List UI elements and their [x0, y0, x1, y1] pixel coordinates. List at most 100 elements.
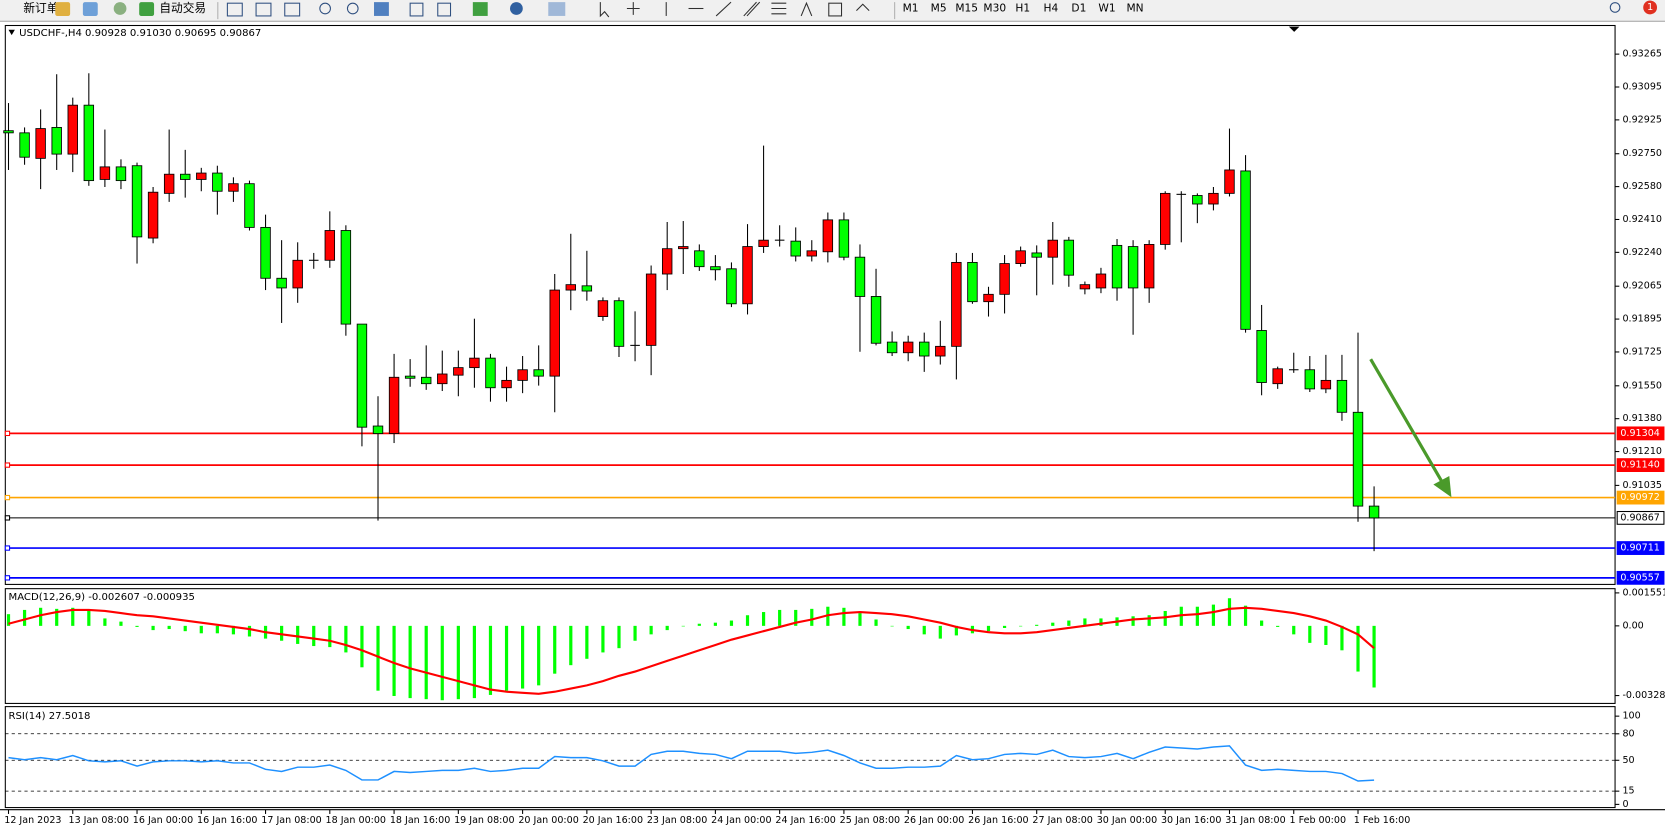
- icon-button[interactable]: [510, 2, 523, 15]
- new-order-button[interactable]: 新订单: [23, 1, 58, 15]
- icon-button[interactable]: [113, 2, 127, 15]
- x-tick-label: 18 Jan 00:00: [326, 815, 386, 826]
- zoom-in[interactable]: [319, 2, 331, 15]
- icon-button[interactable]: [55, 2, 71, 16]
- notification-badge[interactable]: [1643, 0, 1658, 15]
- macd-bar: [39, 607, 43, 626]
- macd-bar: [778, 609, 782, 626]
- candle-body: [1127, 246, 1139, 289]
- search-button[interactable]: [1609, 2, 1621, 13]
- x-tick-label: 19 Jan 08:00: [454, 815, 514, 826]
- level-handle: [4, 494, 11, 501]
- candle-body: [1063, 239, 1075, 276]
- label-tool[interactable]: [828, 2, 843, 17]
- candle-body: [581, 285, 593, 292]
- candle-body: [420, 376, 432, 385]
- candle-body: [83, 104, 95, 182]
- trendline-tool[interactable]: [715, 1, 732, 17]
- macd-bar: [649, 625, 653, 635]
- x-tick-label: 26 Jan 16:00: [968, 815, 1028, 826]
- macd-bar: [1035, 624, 1039, 626]
- icon-button[interactable]: [82, 2, 98, 16]
- candle-body: [1047, 239, 1058, 258]
- macd-bar: [408, 625, 412, 699]
- crosshair-tool[interactable]: [626, 2, 640, 15]
- macd-bar: [87, 609, 91, 626]
- timeframe-button[interactable]: M15: [955, 2, 978, 15]
- macd-bar: [151, 625, 155, 631]
- macd-frame: [4, 588, 1616, 704]
- macd-bar: [810, 608, 814, 626]
- timeframe-button[interactable]: H1: [1015, 2, 1030, 15]
- chart-ohlc: 0.90928 0.91030 0.90695 0.90867: [85, 28, 261, 39]
- macd-bar: [794, 609, 798, 626]
- y-tick-label: 80: [1622, 728, 1634, 739]
- icon-button[interactable]: [284, 2, 301, 17]
- level-label: 0.91304: [1620, 428, 1659, 439]
- candle-body: [372, 425, 384, 434]
- x-tick-label: 18 Jan 16:00: [390, 815, 450, 826]
- macd-bar: [504, 625, 509, 691]
- macd-bar: [183, 625, 187, 632]
- candle-body: [661, 248, 673, 275]
- macd-bar: [103, 618, 107, 626]
- arrow-tool[interactable]: [856, 3, 870, 12]
- icon-button[interactable]: [226, 2, 243, 17]
- candle-body: [742, 246, 753, 305]
- y-tick-label: 0.001551: [1622, 587, 1665, 598]
- macd-bar: [55, 608, 59, 626]
- macd-bar: [954, 625, 958, 636]
- zoom-out[interactable]: [346, 2, 359, 15]
- y-tick-label: 0.91380: [1622, 413, 1661, 424]
- candle-body: [99, 166, 111, 180]
- cursor-tool[interactable]: [599, 2, 610, 18]
- candle-body: [260, 226, 271, 279]
- candle-body: [180, 173, 191, 180]
- text-tool[interactable]: [800, 1, 813, 17]
- icon-button[interactable]: [437, 2, 452, 17]
- macd-bar: [986, 625, 991, 632]
- macd-bar: [1340, 625, 1344, 651]
- timeframe-button[interactable]: M30: [983, 2, 1006, 15]
- candle-body: [1015, 250, 1026, 264]
- timeframe-button[interactable]: H4: [1043, 2, 1058, 15]
- candle-body: [919, 341, 930, 357]
- macd-bar: [697, 623, 701, 626]
- x-tick-label: 31 Jan 08:00: [1225, 815, 1285, 826]
- macd-bar: [569, 625, 573, 666]
- timeframe-button[interactable]: M5: [931, 2, 947, 15]
- candle-body: [983, 293, 994, 303]
- candle-body: [999, 263, 1010, 295]
- icon-button[interactable]: [548, 2, 566, 16]
- timeframe-button[interactable]: W1: [1098, 2, 1115, 15]
- timeframe-button[interactable]: M1: [903, 2, 919, 15]
- candle-body: [533, 369, 544, 377]
- macd-bar: [1372, 625, 1376, 688]
- timeframe-button[interactable]: MN: [1126, 2, 1143, 15]
- candle-body: [565, 284, 577, 291]
- x-tick-label: 17 Jan 08:00: [261, 815, 321, 826]
- timeframe-button[interactable]: D1: [1071, 2, 1086, 15]
- macd-bar: [1002, 625, 1007, 628]
- macd-bar: [858, 613, 862, 626]
- auto-trading-button[interactable]: 自动交易: [159, 1, 206, 15]
- icon-button[interactable]: [409, 2, 424, 17]
- candle-body: [131, 165, 143, 238]
- macd-bar: [360, 625, 364, 668]
- notification-count: 1: [1647, 2, 1653, 13]
- candle-body: [967, 261, 978, 303]
- candle-body: [790, 240, 801, 257]
- macd-bar: [376, 625, 380, 691]
- icon-button[interactable]: [472, 2, 488, 16]
- icon-button[interactable]: [255, 2, 272, 17]
- macd-bar: [922, 625, 926, 635]
- macd-bar: [1292, 625, 1296, 635]
- candle-body: [1336, 379, 1348, 413]
- fibo-tool[interactable]: [771, 2, 787, 15]
- icon-button[interactable]: [374, 2, 389, 16]
- level-label-bg: [1616, 490, 1665, 505]
- auto-trading-icon[interactable]: [139, 2, 155, 16]
- channel-tool[interactable]: [743, 1, 761, 17]
